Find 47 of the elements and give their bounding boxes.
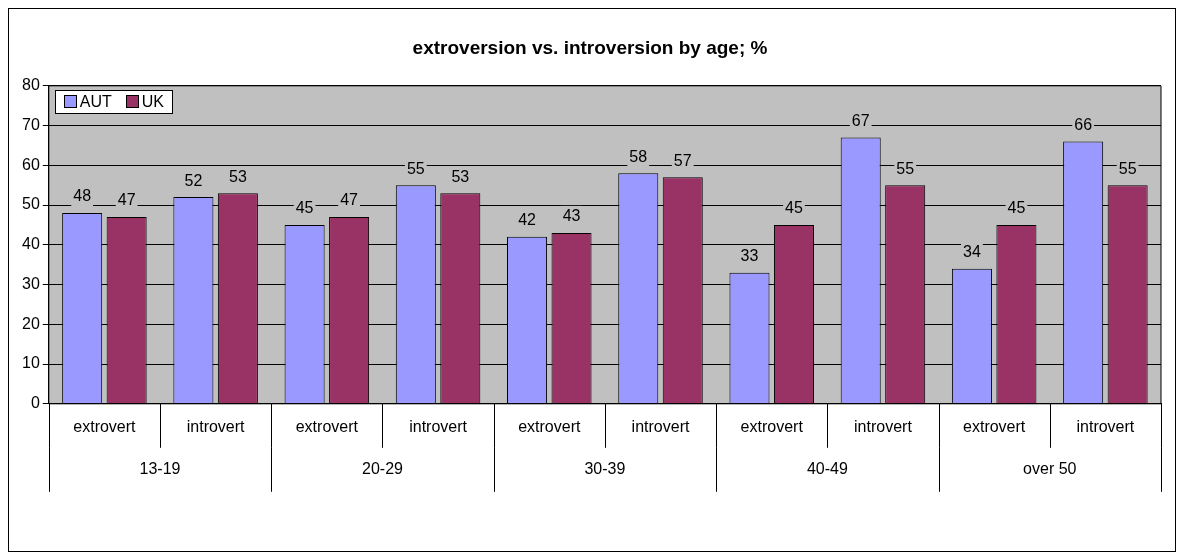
data-label: 57 xyxy=(673,151,692,169)
data-label: 52 xyxy=(184,171,203,189)
data-label: 45 xyxy=(295,199,314,217)
y-tick-label: 50 xyxy=(22,195,40,213)
x-tick-label: introvert xyxy=(631,417,690,435)
data-label: 33 xyxy=(740,247,759,265)
y-tick-label: 20 xyxy=(22,314,40,332)
data-label: 45 xyxy=(1007,199,1026,217)
x-tick-label: extrovert xyxy=(73,417,137,435)
y-tick-label: 60 xyxy=(22,155,40,173)
x-tick-label: introvert xyxy=(854,417,913,435)
data-label: 53 xyxy=(451,167,470,185)
x-tick-label: introvert xyxy=(1076,417,1135,435)
legend-label: AUT xyxy=(79,92,112,111)
data-label: 47 xyxy=(340,191,359,209)
x-tick-label: extrovert xyxy=(295,417,359,435)
data-label: 55 xyxy=(1118,159,1137,177)
data-label: 47 xyxy=(117,191,136,209)
x-tick-label: introvert xyxy=(186,417,246,435)
text: 13-19 xyxy=(139,460,181,478)
y-tick-label: 70 xyxy=(22,115,40,133)
text: over 50 xyxy=(1023,460,1077,478)
x-tick-label: extrovert xyxy=(740,417,804,435)
data-label: 48 xyxy=(73,187,92,205)
legend-label: UK xyxy=(141,92,165,111)
data-label: 45 xyxy=(785,199,803,217)
data-label: 42 xyxy=(518,211,537,229)
x-tick-label: extrovert xyxy=(963,417,1026,435)
x-tick-label: introvert xyxy=(409,417,468,435)
text: 30-39 xyxy=(584,460,626,478)
y-tick-label: 10 xyxy=(22,354,40,372)
data-label: 67 xyxy=(851,111,870,129)
data-label: 55 xyxy=(406,159,425,177)
data-label: 43 xyxy=(562,207,581,225)
y-tick-label: 40 xyxy=(22,235,40,253)
data-label: 53 xyxy=(228,167,247,185)
text: 40-49 xyxy=(806,460,848,478)
chart-title: extroversion vs. introversion by age; % xyxy=(412,36,768,58)
text: 20-29 xyxy=(362,460,404,478)
y-tick-label: 80 xyxy=(22,76,40,94)
data-label: 58 xyxy=(629,147,648,165)
y-tick-label: 0 xyxy=(30,394,40,412)
data-label: 55 xyxy=(896,159,915,177)
data-label: 66 xyxy=(1074,115,1093,133)
data-label: 34 xyxy=(963,243,981,261)
y-tick-label: 30 xyxy=(22,274,40,292)
x-tick-label: extrovert xyxy=(518,417,581,435)
